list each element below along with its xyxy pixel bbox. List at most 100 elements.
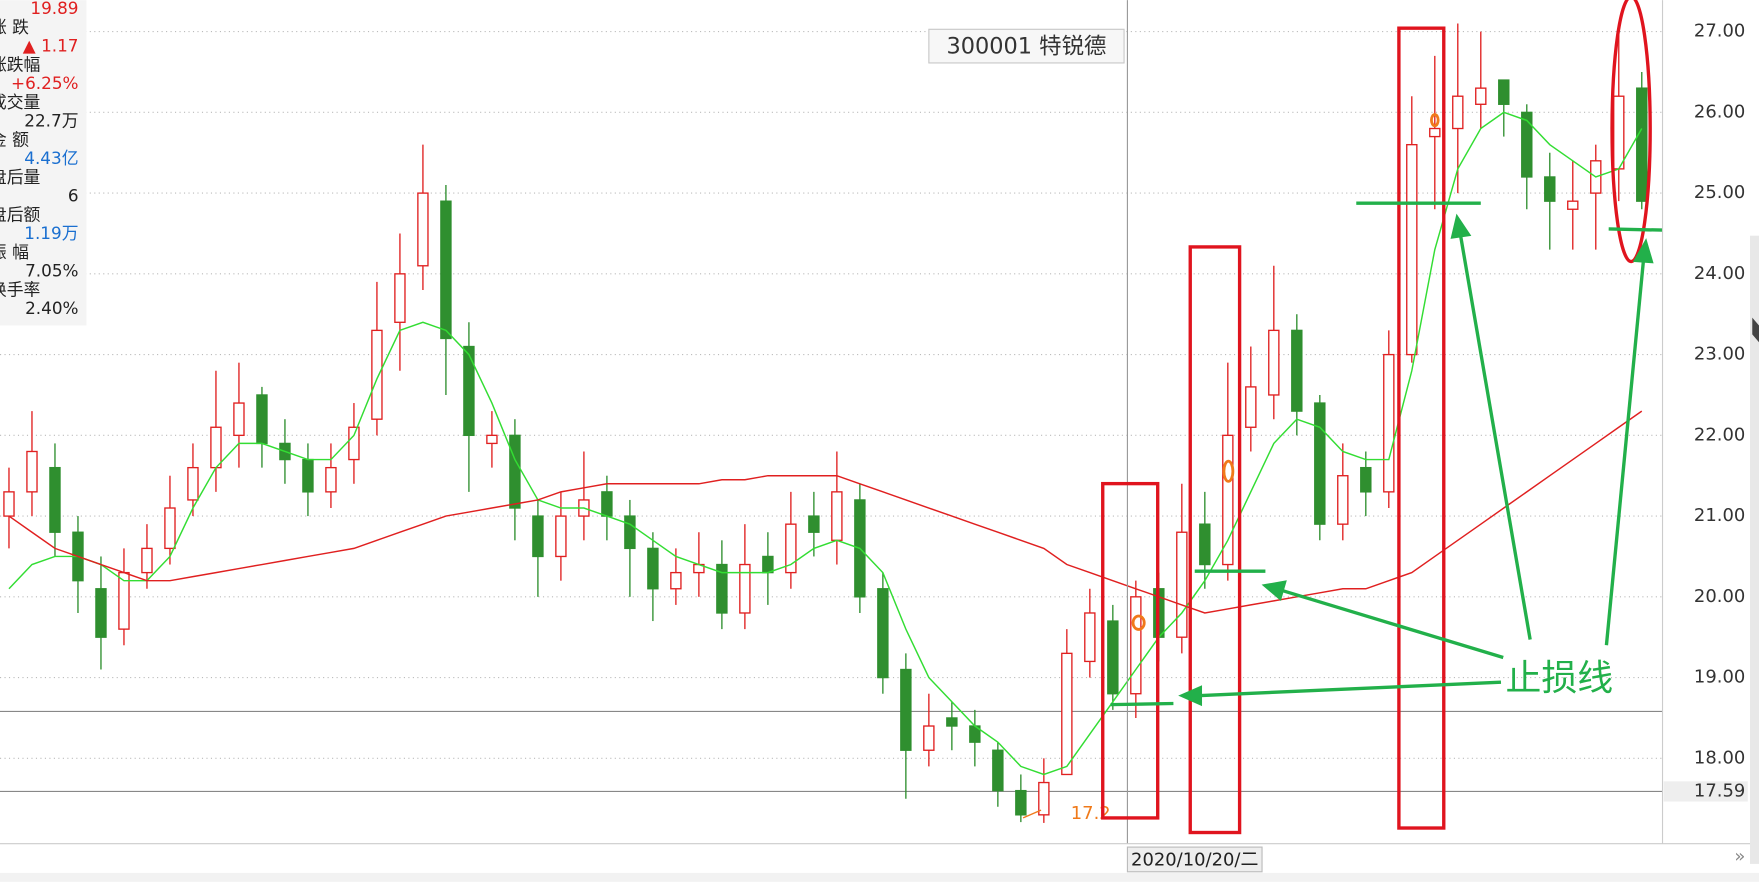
crosshair-label: 2020/10/20/二	[1131, 850, 1258, 871]
low-arrow	[1022, 809, 1042, 819]
candle-body	[95, 588, 107, 638]
candle-body	[1314, 402, 1326, 525]
candle-body	[831, 491, 843, 541]
scroll-arrow[interactable]	[1752, 317, 1759, 343]
info-label: 盘后量	[0, 167, 41, 187]
candle-body	[1429, 127, 1441, 138]
stop-line	[1110, 701, 1174, 707]
candle-body	[141, 547, 153, 574]
markers	[1022, 113, 1440, 819]
candle-body	[1107, 620, 1119, 695]
highlight-box	[1188, 245, 1242, 835]
info-value: 6	[68, 186, 79, 206]
candle-body	[210, 426, 222, 469]
arrow	[1198, 680, 1502, 698]
arrow	[1280, 588, 1504, 660]
plot: 17.2	[3, 23, 1648, 824]
candle-body	[1475, 87, 1487, 105]
candle-body	[670, 571, 682, 590]
expand-icon[interactable]: »	[1734, 846, 1745, 867]
info-label: 涨跌幅	[0, 55, 40, 75]
candle-body	[1291, 329, 1303, 412]
info-value: 7.05%	[25, 260, 78, 280]
highlight-ellipse	[1610, 0, 1652, 264]
marker	[1430, 113, 1440, 128]
y-tick-label: 21.00	[1694, 505, 1745, 526]
title-box	[928, 28, 1125, 64]
candle-body	[325, 466, 337, 493]
candle-body	[1130, 596, 1142, 695]
candle-body	[394, 273, 406, 323]
candle-body	[348, 426, 360, 461]
y-tick-label: 22.00	[1694, 424, 1745, 445]
candle-body	[532, 515, 544, 558]
candle-body	[785, 523, 797, 574]
info-label: 涨 跌	[0, 17, 29, 37]
candle-body	[992, 749, 1004, 792]
date-box	[1126, 846, 1263, 873]
info-label: 金 额	[0, 130, 29, 150]
highlight-box	[1101, 481, 1160, 820]
candle-body	[1360, 466, 1372, 493]
arrow	[1604, 260, 1646, 646]
candle-body	[877, 588, 889, 679]
candle-body	[762, 555, 774, 574]
info-value: 1.19万	[24, 223, 78, 243]
arrow-head	[1450, 213, 1472, 239]
info-list: 19.89涨 跌▲ 1.17涨跌幅+6.25%成交量22.7万金 额4.43亿盘…	[0, 0, 79, 318]
candle-body	[716, 563, 728, 614]
marker	[1222, 459, 1235, 483]
info-value: ▲ 1.17	[23, 36, 79, 56]
candle-body	[417, 192, 429, 267]
candle-body	[509, 434, 521, 509]
candle-body	[1038, 781, 1050, 816]
marker	[1131, 614, 1146, 631]
y-tick-label: 18.00	[1694, 747, 1745, 768]
grid: 18.00 19.00 20.00 21.00 22.00 23.00 24.00 25.00…	[0, 21, 1748, 802]
highlight-box	[1397, 26, 1446, 830]
candle-body	[256, 394, 268, 445]
candle-body	[1337, 475, 1349, 525]
info-value: 22.7万	[24, 111, 78, 131]
info-label: 成交量	[0, 92, 41, 112]
candle-body	[371, 329, 383, 420]
y-tick-label: 27.00	[1694, 21, 1745, 42]
highlight-boxes	[1101, 0, 1652, 835]
candle-body	[1176, 531, 1188, 638]
candle-body	[302, 458, 314, 493]
candle-body	[1245, 386, 1257, 428]
candle-body	[923, 725, 935, 751]
candle-body	[1613, 95, 1625, 170]
info-label: 换手率	[0, 279, 40, 299]
candle-body	[1498, 79, 1510, 105]
candle-body	[1406, 143, 1418, 356]
candle-body	[1383, 353, 1395, 493]
candle-body	[624, 515, 636, 550]
y-tick-label: 25.00	[1694, 182, 1745, 203]
info-label: 振 幅	[0, 242, 29, 262]
candle-body	[647, 547, 659, 590]
stop-line	[1608, 227, 1663, 232]
info-value: 4.43亿	[24, 148, 78, 168]
candle-body	[808, 515, 820, 533]
stop-lines	[1110, 201, 1663, 707]
y-tick-label: 19.00	[1694, 667, 1745, 688]
low-label: 17.2	[1071, 803, 1111, 824]
candle-body	[164, 507, 176, 550]
candle-body	[1222, 434, 1234, 566]
candle-body	[233, 402, 245, 437]
candle-body	[1636, 87, 1648, 202]
candle-body	[739, 563, 751, 614]
candle-body	[3, 491, 15, 517]
arrow	[1458, 235, 1532, 640]
info-panel	[0, 0, 87, 326]
arrow-head	[1632, 238, 1654, 264]
candle-body	[1452, 95, 1464, 130]
candle-body	[1061, 652, 1073, 776]
price-label: 17.59	[1694, 780, 1745, 801]
info-value: 19.89	[30, 0, 78, 18]
scrollbar[interactable]	[1750, 235, 1759, 864]
candle-body	[555, 515, 567, 558]
arrow-head	[1178, 685, 1203, 707]
